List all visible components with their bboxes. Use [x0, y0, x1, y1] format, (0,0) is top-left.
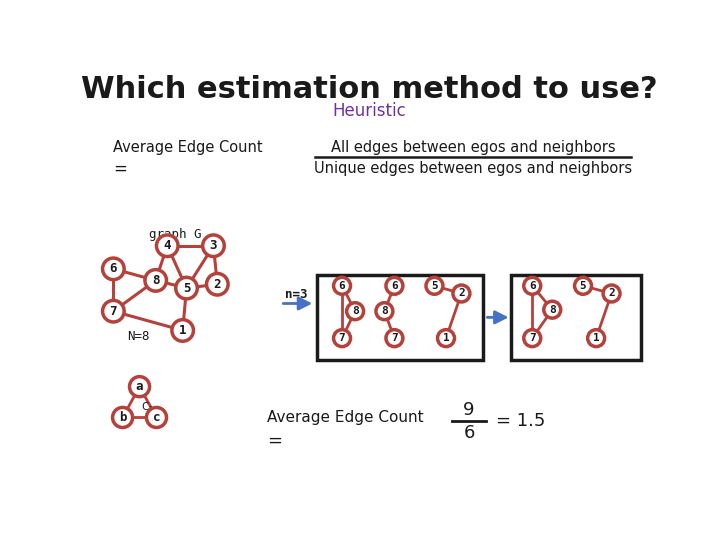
- Text: 5: 5: [580, 281, 586, 291]
- Bar: [318, 275, 483, 360]
- Text: 1: 1: [179, 324, 186, 337]
- Text: 5: 5: [431, 281, 438, 291]
- Text: 4: 4: [163, 239, 171, 252]
- Text: 6: 6: [338, 281, 346, 291]
- Text: = 1.5: = 1.5: [496, 411, 546, 429]
- Text: b: b: [119, 411, 126, 424]
- Circle shape: [102, 300, 124, 322]
- Text: Average Edge Count: Average Edge Count: [113, 140, 263, 156]
- Circle shape: [333, 278, 351, 294]
- Text: 6: 6: [464, 424, 474, 442]
- Text: Average Edge Count: Average Edge Count: [267, 410, 424, 425]
- Text: 1: 1: [593, 333, 600, 343]
- Text: 7: 7: [529, 333, 536, 343]
- Circle shape: [156, 235, 178, 256]
- Text: 7: 7: [109, 305, 117, 318]
- Circle shape: [172, 320, 194, 341]
- Circle shape: [544, 301, 561, 318]
- Bar: [511, 275, 641, 360]
- Circle shape: [575, 278, 592, 294]
- Text: graph G: graph G: [149, 228, 201, 241]
- Text: =: =: [113, 160, 127, 178]
- Circle shape: [346, 303, 364, 320]
- Text: 8: 8: [352, 306, 359, 316]
- Circle shape: [438, 330, 454, 347]
- Text: 6: 6: [391, 281, 397, 291]
- Circle shape: [145, 269, 166, 291]
- Circle shape: [386, 330, 403, 347]
- Text: 8: 8: [152, 274, 159, 287]
- Text: 7: 7: [338, 333, 346, 343]
- Circle shape: [130, 377, 150, 397]
- Circle shape: [603, 285, 620, 302]
- Text: 6: 6: [109, 262, 117, 275]
- Text: 5: 5: [183, 281, 190, 295]
- Text: 3: 3: [210, 239, 217, 252]
- Circle shape: [426, 278, 443, 294]
- Text: 2: 2: [458, 288, 465, 299]
- Text: C₃: C₃: [142, 402, 153, 411]
- Text: 2: 2: [608, 288, 615, 299]
- Circle shape: [523, 278, 541, 294]
- Text: All edges between egos and neighbors: All edges between egos and neighbors: [330, 140, 616, 154]
- Circle shape: [112, 408, 132, 428]
- Text: c: c: [153, 411, 161, 424]
- Circle shape: [453, 285, 470, 302]
- Circle shape: [523, 330, 541, 347]
- Text: 9: 9: [464, 401, 475, 418]
- Text: 8: 8: [381, 306, 388, 316]
- Circle shape: [102, 258, 124, 280]
- Circle shape: [146, 408, 166, 428]
- Text: Unique edges between egos and neighbors: Unique edges between egos and neighbors: [314, 161, 632, 176]
- Text: 8: 8: [549, 305, 556, 315]
- Circle shape: [386, 278, 403, 294]
- Circle shape: [376, 303, 393, 320]
- Text: n=3: n=3: [284, 288, 307, 301]
- Text: Which estimation method to use?: Which estimation method to use?: [81, 75, 657, 104]
- Circle shape: [207, 273, 228, 295]
- Text: a: a: [136, 380, 143, 393]
- Text: Heuristic: Heuristic: [332, 102, 406, 120]
- Text: 6: 6: [529, 281, 536, 291]
- Circle shape: [202, 235, 224, 256]
- Circle shape: [588, 330, 605, 347]
- Circle shape: [333, 330, 351, 347]
- Text: 7: 7: [391, 333, 397, 343]
- Text: 1: 1: [443, 333, 449, 343]
- Text: N=8: N=8: [127, 330, 150, 343]
- Circle shape: [176, 278, 197, 299]
- Text: 2: 2: [214, 278, 221, 291]
- Text: =: =: [267, 431, 282, 450]
